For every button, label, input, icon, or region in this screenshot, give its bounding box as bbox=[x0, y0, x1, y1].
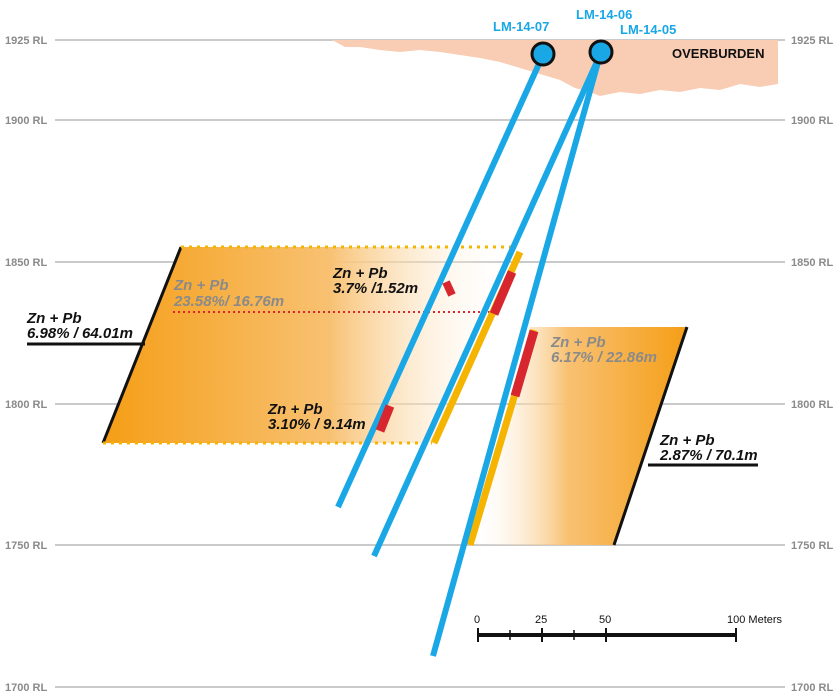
zone-b-inner-title: Zn + Pb bbox=[550, 334, 606, 351]
drill-trace-lm-14-05 bbox=[430, 54, 603, 657]
zone-a-value: 6.98% / 64.01m bbox=[27, 325, 133, 342]
rl-right-1900: 1900 RL bbox=[791, 115, 833, 127]
collar-lm-14-07[interactable] bbox=[530, 41, 556, 67]
intercept-label-zone-b-inner: Zn + Pb 6.17% / 22.86m bbox=[550, 334, 657, 366]
hole-label-lm-14-07: LM-14-07 bbox=[493, 19, 549, 34]
lower-value: 3.10% / 9.14m bbox=[268, 416, 366, 433]
scale-label-25: 25 bbox=[535, 614, 547, 626]
rl-left-1925: 1925 RL bbox=[5, 35, 47, 47]
hole-label-lm-14-06: LM-14-06 bbox=[576, 7, 632, 22]
rl-right-1800: 1800 RL bbox=[791, 399, 833, 411]
intercept-label-zone-b: Zn + Pb 2.87% / 70.1m bbox=[648, 432, 758, 467]
mineral-zone-a bbox=[103, 247, 515, 443]
rl-right-1700: 1700 RL bbox=[791, 682, 833, 694]
zone-b-inner-value: 6.17% / 22.86m bbox=[551, 349, 657, 366]
rl-left-1900: 1900 RL bbox=[5, 115, 47, 127]
upper-value: 3.7% /1.52m bbox=[333, 280, 418, 297]
drill-traces bbox=[335, 53, 603, 657]
high-grade-segment-zone-a bbox=[489, 270, 517, 316]
overburden-label: OVERBURDEN bbox=[672, 46, 764, 61]
rl-left-1800: 1800 RL bbox=[5, 399, 47, 411]
zone-a-inner-value: 23.58%/ 16.76m bbox=[173, 293, 284, 310]
intercept-label-zone-a: Zn + Pb 6.98% / 64.01m bbox=[26, 310, 145, 346]
rl-left-1850: 1850 RL bbox=[5, 257, 47, 269]
scale-label-0: 0 bbox=[474, 614, 480, 626]
upper-title: Zn + Pb bbox=[332, 265, 388, 282]
elevation-labels-right: 1925 RL 1900 RL 1850 RL 1800 RL 1750 RL … bbox=[791, 35, 833, 694]
rl-right-1925: 1925 RL bbox=[791, 35, 833, 47]
intercept-label-zone-a-inner: Zn + Pb 23.58%/ 16.76m bbox=[173, 277, 284, 310]
drill-trace-lm-14-06 bbox=[371, 53, 603, 558]
scale-label-100: 100 Meters bbox=[727, 614, 783, 626]
rl-left-1750: 1750 RL bbox=[5, 540, 47, 552]
mineral-zone-b bbox=[470, 327, 687, 545]
scale-bar: 0 25 50 100 Meters bbox=[474, 614, 783, 642]
intercept-label-upper: Zn + Pb 3.7% /1.52m bbox=[332, 265, 418, 297]
zone-a-title: Zn + Pb bbox=[26, 310, 82, 327]
lower-title: Zn + Pb bbox=[267, 401, 323, 418]
zone-a-inner-title: Zn + Pb bbox=[173, 277, 229, 294]
elevation-labels-left: 1925 RL 1900 RL 1850 RL 1800 RL 1750 RL … bbox=[5, 35, 47, 694]
high-grade-segment-upper bbox=[442, 280, 456, 297]
zone-b-value: 2.87% / 70.1m bbox=[659, 447, 758, 464]
rl-left-1700: 1700 RL bbox=[5, 682, 47, 694]
hole-label-lm-14-05: LM-14-05 bbox=[620, 22, 676, 37]
zone-b-title: Zn + Pb bbox=[659, 432, 715, 449]
overburden-layer bbox=[332, 40, 778, 96]
zone-b-edge bbox=[612, 326, 689, 546]
scale-label-50: 50 bbox=[599, 614, 611, 626]
drill-trace-lm-14-07 bbox=[335, 53, 546, 509]
collar-lm-14-06-05[interactable] bbox=[588, 39, 614, 65]
high-grade-segment-zone-b bbox=[510, 329, 539, 398]
rl-right-1850: 1850 RL bbox=[791, 257, 833, 269]
intercept-label-lower: Zn + Pb 3.10% / 9.14m bbox=[267, 401, 366, 433]
high-grade-segment-lower bbox=[375, 404, 395, 433]
rl-right-1750: 1750 RL bbox=[791, 540, 833, 552]
